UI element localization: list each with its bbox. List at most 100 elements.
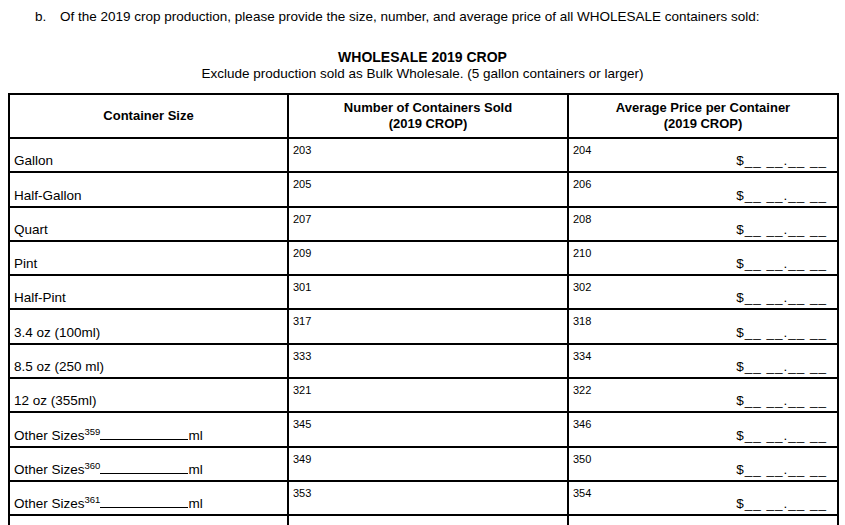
item-code: 206 bbox=[573, 178, 591, 190]
item-code: 210 bbox=[573, 247, 591, 259]
container-size-label: Other Sizes bbox=[14, 462, 85, 477]
price-fill-field[interactable]: $__ __.__ __ bbox=[736, 222, 827, 237]
header-row: Container Size Number of Containers Sold… bbox=[9, 94, 838, 138]
table-row: Other Sizes361ml 353 354$__ __.__ __ bbox=[9, 481, 838, 515]
item-code: 317 bbox=[293, 315, 311, 327]
table-row: Quart 207 208 $__ __.__ __ bbox=[9, 207, 838, 241]
clipped-next-row bbox=[9, 515, 838, 525]
other-size-blank-field[interactable] bbox=[100, 428, 188, 440]
number-sold-input-cell[interactable]: 345 bbox=[288, 412, 568, 446]
table-row: Other Sizes360 ml 349 350 $__ __.__ __ bbox=[9, 447, 838, 481]
clipped-cell bbox=[568, 515, 838, 525]
item-code: 334 bbox=[573, 350, 591, 362]
price-fill-field[interactable]: $__ __.__ __ bbox=[736, 325, 827, 340]
item-code: 349 bbox=[293, 453, 311, 465]
price-fill-field[interactable]: $__ __.__ __ bbox=[736, 256, 827, 271]
size-item-superscript: 361 bbox=[85, 494, 101, 505]
item-code: 204 bbox=[573, 144, 591, 156]
average-price-cell: 350 $__ __.__ __ bbox=[568, 447, 838, 481]
item-code: 345 bbox=[293, 418, 311, 430]
container-size-cell: 12 oz (355ml) bbox=[9, 378, 288, 412]
price-fill-field[interactable]: $__ __.__ __ bbox=[736, 462, 827, 477]
price-fill-field[interactable]: $__ __.__ __ bbox=[736, 290, 827, 305]
average-price-cell: 208 $__ __.__ __ bbox=[568, 207, 838, 241]
average-price-cell: 334 $__ __.__ __ bbox=[568, 344, 838, 378]
item-code: 322 bbox=[573, 384, 591, 396]
item-code: 301 bbox=[293, 281, 311, 293]
container-size-label: Half-Pint bbox=[14, 290, 66, 305]
price-fill-field[interactable]: $__ __.__ __ bbox=[736, 393, 827, 408]
container-size-cell: Quart bbox=[9, 207, 288, 241]
average-price-cell: 210 $__ __.__ __ bbox=[568, 241, 838, 275]
container-size-label: 8.5 oz (250 ml) bbox=[14, 359, 104, 374]
number-sold-input-cell[interactable]: 301 bbox=[288, 275, 568, 309]
table-row: Gallon 203 204 $__ __.__ __ bbox=[9, 138, 838, 172]
other-size-blank-field[interactable] bbox=[100, 496, 188, 508]
average-price-cell: 354 $__ __.__ __ bbox=[568, 481, 838, 515]
price-fill-field[interactable]: $__ __.__ __ bbox=[736, 359, 827, 374]
number-sold-input-cell[interactable]: 209 bbox=[288, 241, 568, 275]
container-size-cell: Gallon bbox=[9, 138, 288, 172]
container-size-label: Pint bbox=[14, 256, 37, 271]
average-price-cell: 204 $__ __.__ __ bbox=[568, 138, 838, 172]
size-item-superscript: 360 bbox=[85, 459, 101, 470]
price-fill-field[interactable]: $__ __.__ __ bbox=[736, 496, 827, 511]
container-size-label: Gallon bbox=[14, 153, 53, 168]
average-price-cell: 302$__ __.__ __ bbox=[568, 275, 838, 309]
unit-label: ml bbox=[188, 462, 202, 477]
table-subtitle: Exclude production sold as Bulk Wholesal… bbox=[0, 66, 845, 81]
number-sold-input-cell[interactable]: 207 bbox=[288, 207, 568, 241]
container-size-cell: Other Sizes361ml bbox=[9, 481, 288, 515]
unit-label: ml bbox=[188, 428, 202, 443]
item-code: 208 bbox=[573, 213, 591, 225]
item-code: 350 bbox=[573, 453, 591, 465]
average-price-cell: 206 $__ __.__ __ bbox=[568, 172, 838, 206]
wholesale-2019-crop-table: Container Size Number of Containers Sold… bbox=[8, 93, 839, 525]
question-text: Of the 2019 crop production, please prov… bbox=[60, 8, 818, 26]
container-size-label: Half-Gallon bbox=[14, 188, 82, 203]
container-size-cell: 3.4 oz (100ml) bbox=[9, 309, 288, 343]
price-fill-field[interactable]: $__ __.__ __ bbox=[736, 188, 827, 203]
question-b: b. Of the 2019 crop production, please p… bbox=[35, 8, 820, 26]
item-code: 203 bbox=[293, 144, 311, 156]
number-sold-input-cell[interactable]: 353 bbox=[288, 481, 568, 515]
price-fill-field[interactable]: $__ __.__ __ bbox=[736, 153, 827, 168]
number-sold-input-cell[interactable]: 349 bbox=[288, 447, 568, 481]
item-code: 354 bbox=[573, 487, 591, 499]
number-sold-input-cell[interactable]: 205 bbox=[288, 172, 568, 206]
table-row: 12 oz (355ml) 321 322 $__ __.__ __ bbox=[9, 378, 838, 412]
item-code: 318 bbox=[573, 315, 591, 327]
clipped-cell bbox=[288, 515, 568, 525]
number-sold-input-cell[interactable]: 317 bbox=[288, 309, 568, 343]
number-sold-input-cell[interactable]: 203 bbox=[288, 138, 568, 172]
table-row: Other Sizes359ml 345 346$__ __.__ __ bbox=[9, 412, 838, 446]
average-price-cell: 322 $__ __.__ __ bbox=[568, 378, 838, 412]
item-code: 209 bbox=[293, 247, 311, 259]
number-sold-input-cell[interactable]: 321 bbox=[288, 378, 568, 412]
item-code: 353 bbox=[293, 487, 311, 499]
col-header-average-price: Average Price per Container (2019 CROP) bbox=[568, 94, 838, 138]
other-size-blank-field[interactable] bbox=[100, 462, 188, 474]
table-title: WHOLESALE 2019 CROP bbox=[0, 49, 845, 65]
unit-label: ml bbox=[188, 496, 202, 511]
table-row: 3.4 oz (100ml) 317 318 $__ __.__ __ bbox=[9, 309, 838, 343]
average-price-cell: 346 $__ __.__ __ bbox=[568, 412, 838, 446]
price-fill-field[interactable]: $__ __.__ __ bbox=[736, 428, 827, 443]
size-item-superscript: 359 bbox=[85, 425, 101, 436]
table-row: Pint 209 210 $__ __.__ __ bbox=[9, 241, 838, 275]
container-size-label: Quart bbox=[14, 222, 48, 237]
container-size-label: 3.4 oz (100ml) bbox=[14, 325, 100, 340]
container-size-cell: Other Sizes360 ml bbox=[9, 447, 288, 481]
item-code: 333 bbox=[293, 350, 311, 362]
container-size-cell: 8.5 oz (250 ml) bbox=[9, 344, 288, 378]
container-size-label: 12 oz (355ml) bbox=[14, 393, 97, 408]
container-size-cell: Other Sizes359ml bbox=[9, 412, 288, 446]
container-size-cell: Pint bbox=[9, 241, 288, 275]
item-code: 205 bbox=[293, 178, 311, 190]
item-code: 346 bbox=[573, 418, 591, 430]
item-code: 207 bbox=[293, 213, 311, 225]
table-row: Half-Gallon 205 206 $__ __.__ __ bbox=[9, 172, 838, 206]
clipped-cell bbox=[9, 515, 288, 525]
container-size-cell: Half-Gallon bbox=[9, 172, 288, 206]
number-sold-input-cell[interactable]: 333 bbox=[288, 344, 568, 378]
